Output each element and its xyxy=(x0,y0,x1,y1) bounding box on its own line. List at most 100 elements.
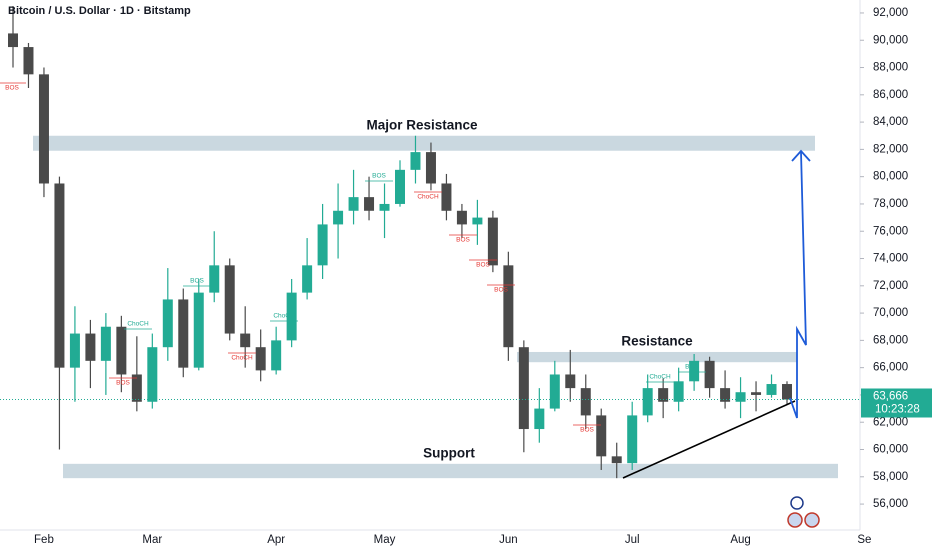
y-tick-label: 78,000 xyxy=(873,198,908,210)
candle-body xyxy=(766,384,777,395)
candle-body xyxy=(54,183,65,368)
annotation: BOS xyxy=(580,427,594,434)
last-price-box xyxy=(861,388,932,418)
candle-body xyxy=(395,169,405,204)
logo-mark xyxy=(790,496,804,510)
price-axis: 56,00058,00060,00062,00064,00066,00068,0… xyxy=(34,7,932,546)
candle-body xyxy=(472,217,483,225)
annotation: ChoCH xyxy=(417,194,439,201)
candle-body xyxy=(782,384,792,400)
annotation: BOS xyxy=(494,287,508,294)
projection-arrowhead xyxy=(791,149,811,162)
y-tick-label: 74,000 xyxy=(873,253,908,265)
candle-body xyxy=(224,265,235,334)
candle-body xyxy=(720,388,731,402)
candle-body xyxy=(162,299,173,348)
candle-body xyxy=(116,326,127,375)
candle-body xyxy=(487,217,498,266)
y-tick-label: 68,000 xyxy=(873,334,908,346)
zone xyxy=(33,135,815,151)
candles xyxy=(8,6,792,479)
y-tick-label: 82,000 xyxy=(873,143,908,155)
y-tick-label: 70,000 xyxy=(873,307,908,319)
candle-body xyxy=(379,203,390,211)
annotation: BOS xyxy=(5,85,19,92)
candle-body xyxy=(209,265,220,293)
candle-body xyxy=(23,47,34,75)
y-tick-label: 80,000 xyxy=(873,171,908,183)
candle-body xyxy=(178,299,189,368)
y-tick-label: 84,000 xyxy=(873,116,908,128)
candle-body xyxy=(271,340,282,371)
y-tick-label: 62,000 xyxy=(873,416,908,428)
annotation: ChoCH xyxy=(127,321,149,328)
x-tick-label: Apr xyxy=(267,534,285,546)
candle-body xyxy=(580,388,591,416)
annotation: BOS xyxy=(116,380,130,387)
zones xyxy=(33,135,838,479)
zone xyxy=(63,463,838,479)
candle-body xyxy=(286,292,297,341)
candle-body xyxy=(704,360,715,389)
annotation: BOS xyxy=(685,364,699,371)
candle-body xyxy=(193,292,204,368)
x-tick-label: Se xyxy=(857,534,871,546)
x-tick-label: Mar xyxy=(142,534,162,546)
y-tick-label: 66,000 xyxy=(873,362,908,374)
candle-body xyxy=(534,408,545,430)
annotation: BOS xyxy=(190,278,204,285)
candle-body xyxy=(596,415,607,457)
candle-body xyxy=(689,360,700,382)
logo-coin xyxy=(787,512,803,528)
x-tick-label: Feb xyxy=(34,534,54,546)
y-tick-label: 90,000 xyxy=(873,34,908,46)
candle-body xyxy=(456,210,467,225)
logo xyxy=(787,496,820,528)
candle-body xyxy=(642,388,653,416)
last-price-label: 63,666 xyxy=(873,391,908,403)
zone-label: Support xyxy=(423,445,475,460)
candle-body xyxy=(627,415,638,464)
candle-body xyxy=(38,74,49,184)
candle-body xyxy=(549,374,560,409)
candle-body xyxy=(518,347,529,430)
candle-body xyxy=(503,265,514,348)
annotation: ChoCH xyxy=(649,374,671,381)
candle-body xyxy=(565,374,576,389)
candle-body xyxy=(8,33,18,48)
x-tick-label: May xyxy=(374,534,396,546)
candle-body xyxy=(348,197,359,211)
y-tick-label: 92,000 xyxy=(873,7,908,19)
annotation: ChoCH xyxy=(231,355,253,362)
candle-body xyxy=(317,224,328,266)
candle-body xyxy=(425,152,436,184)
candle-body xyxy=(240,333,251,348)
chart-title: Bitcoin / U.S. Dollar · 1D · Bitstamp xyxy=(8,5,191,17)
candle-body xyxy=(751,392,762,395)
y-tick-label: 60,000 xyxy=(873,444,908,456)
annotation: BOS xyxy=(456,237,470,244)
trend-line xyxy=(622,400,796,479)
zone-label: Resistance xyxy=(621,334,693,349)
candle-body xyxy=(85,333,96,361)
zone xyxy=(517,351,797,363)
overlay: Major Resistance Resistance Support BOS ChoC… xyxy=(0,82,860,528)
annotation: BOS xyxy=(372,173,386,180)
candle-body xyxy=(69,333,80,368)
x-tick-label: Aug xyxy=(730,534,750,546)
candle-body xyxy=(147,347,158,402)
y-tick-label: 56,000 xyxy=(873,498,908,510)
candle-body xyxy=(410,152,421,170)
candle-body xyxy=(333,210,344,225)
candle-body xyxy=(364,197,375,211)
y-tick-label: 72,000 xyxy=(873,280,908,292)
countdown: 10:23:28 xyxy=(875,404,920,416)
candle-body xyxy=(131,374,142,402)
annotation: ChoCH xyxy=(273,313,295,320)
candle-body xyxy=(735,392,746,402)
y-tick-label: 76,000 xyxy=(873,225,908,237)
y-tick-label: 86,000 xyxy=(873,89,908,101)
x-tick-label: Jun xyxy=(499,534,518,546)
